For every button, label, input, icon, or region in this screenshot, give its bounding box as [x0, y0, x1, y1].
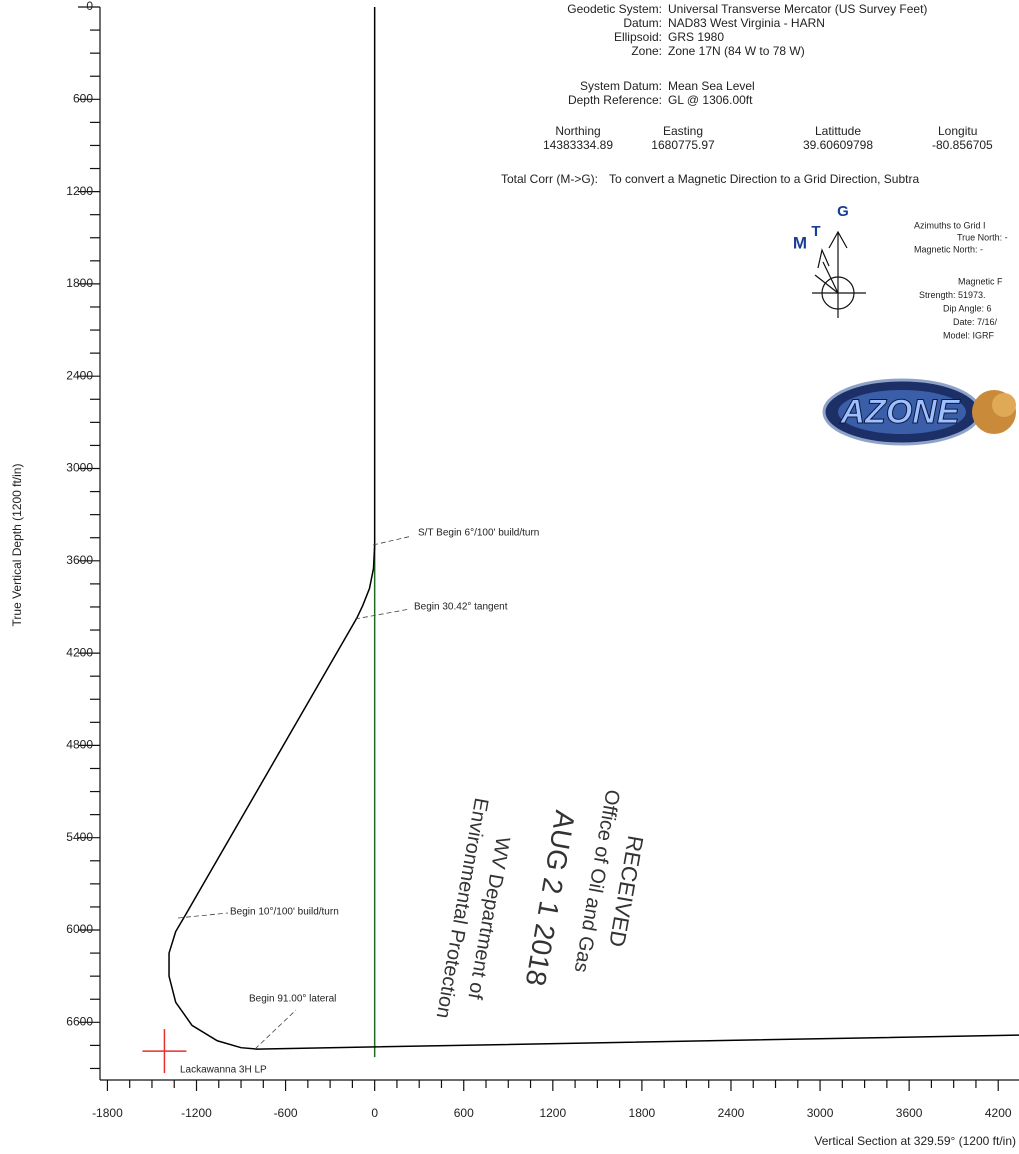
x-tick-label: -600: [274, 1106, 298, 1120]
magnetic-text: Strength: 51973.: [919, 290, 986, 300]
north-arrow-letter: G: [837, 203, 849, 220]
y-axis-title: True Vertical Depth (1200 ft/in): [10, 464, 24, 627]
well-path: [168, 7, 1019, 1050]
coord-label: Latittude: [815, 124, 861, 138]
north-arrow: [812, 230, 866, 318]
y-tick-label: 600: [73, 91, 93, 105]
azimuth-text: Magnetic North: -: [914, 244, 983, 254]
x-tick-label: 2400: [718, 1106, 745, 1120]
x-tick-label: 1200: [539, 1106, 566, 1120]
y-tick-label: 4200: [66, 645, 93, 659]
y-tick-label: 6600: [66, 1014, 93, 1028]
y-tick-label: 0: [86, 0, 93, 13]
info-value: GRS 1980: [668, 30, 724, 44]
x-tick-label: 4200: [985, 1106, 1012, 1120]
north-arrow-letter: M: [793, 233, 807, 252]
coord-value: 14383334.89: [543, 138, 613, 152]
magnetic-text: Date: 7/16/: [953, 317, 998, 327]
coord-label: Longitu: [938, 124, 977, 138]
info-value: GL @ 1306.00ft: [668, 93, 753, 107]
annotation-leader: [177, 912, 229, 919]
target-label: Lackawanna 3H LP: [180, 1065, 267, 1076]
x-tick-label: 3000: [807, 1106, 834, 1120]
x-tick-label: -1200: [181, 1106, 212, 1120]
north-arrow-letter: T: [811, 223, 820, 240]
info-value: NAD83 West Virginia - HARN: [668, 16, 825, 30]
annotation-leader: [254, 1009, 297, 1050]
y-tick-label: 4800: [66, 738, 93, 752]
annotation: Begin 10°/100' build/turn: [230, 907, 339, 918]
info-label: Geodetic System:: [567, 2, 662, 16]
annotation-leader: [354, 608, 411, 620]
annotation-leader: [372, 535, 413, 546]
coord-label: Northing: [555, 124, 600, 138]
y-tick-label: 1800: [66, 276, 93, 290]
info-label: Depth Reference:: [568, 93, 662, 107]
magnetic-text: Model: IGRF: [943, 330, 995, 340]
y-tick-label: 5400: [66, 830, 93, 844]
y-tick-label: 2400: [66, 368, 93, 382]
coord-label: Easting: [663, 124, 703, 138]
y-tick-label: 3600: [66, 553, 93, 567]
logo: [822, 378, 1016, 446]
annotation: Begin 30.42° tangent: [414, 602, 508, 613]
x-tick-label: 0: [371, 1106, 378, 1120]
x-tick-label: 1800: [629, 1106, 656, 1120]
coord-value: 39.60609798: [803, 138, 873, 152]
info-value: Zone 17N (84 W to 78 W): [668, 44, 805, 58]
y-tick-label: 3000: [66, 461, 93, 475]
info-label: Zone:: [631, 44, 662, 58]
annotation: S/T Begin 6°/100' build/turn: [418, 528, 539, 539]
info-label: Ellipsoid:: [614, 30, 662, 44]
total-corr-label: Total Corr (M->G):: [501, 172, 598, 186]
x-tick-label: -1800: [92, 1106, 123, 1120]
annotation: Begin 91.00° lateral: [249, 994, 336, 1005]
y-tick-label: 1200: [66, 184, 93, 198]
coord-value: -80.856705: [932, 138, 993, 152]
total-corr-value: To convert a Magnetic Direction to a Gri…: [609, 172, 919, 186]
logo-text: AZONE: [840, 393, 961, 431]
info-label: System Datum:: [580, 79, 662, 93]
info-value: Mean Sea Level: [668, 79, 755, 93]
x-tick-label: 3600: [896, 1106, 923, 1120]
info-label: Datum:: [623, 16, 662, 30]
coord-value: 1680775.97: [651, 138, 715, 152]
magnetic-text: Dip Angle: 6: [943, 303, 992, 313]
y-tick-label: 6000: [66, 922, 93, 936]
azimuth-text: Azimuths to Grid I: [914, 220, 986, 230]
x-tick-label: 600: [454, 1106, 474, 1120]
info-value: Universal Transverse Mercator (US Survey…: [668, 2, 927, 16]
azimuth-text: True North: -: [957, 232, 1008, 242]
x-axis-title: Vertical Section at 329.59° (1200 ft/in): [814, 1134, 1016, 1148]
magnetic-text: Magnetic F: [958, 276, 1003, 286]
